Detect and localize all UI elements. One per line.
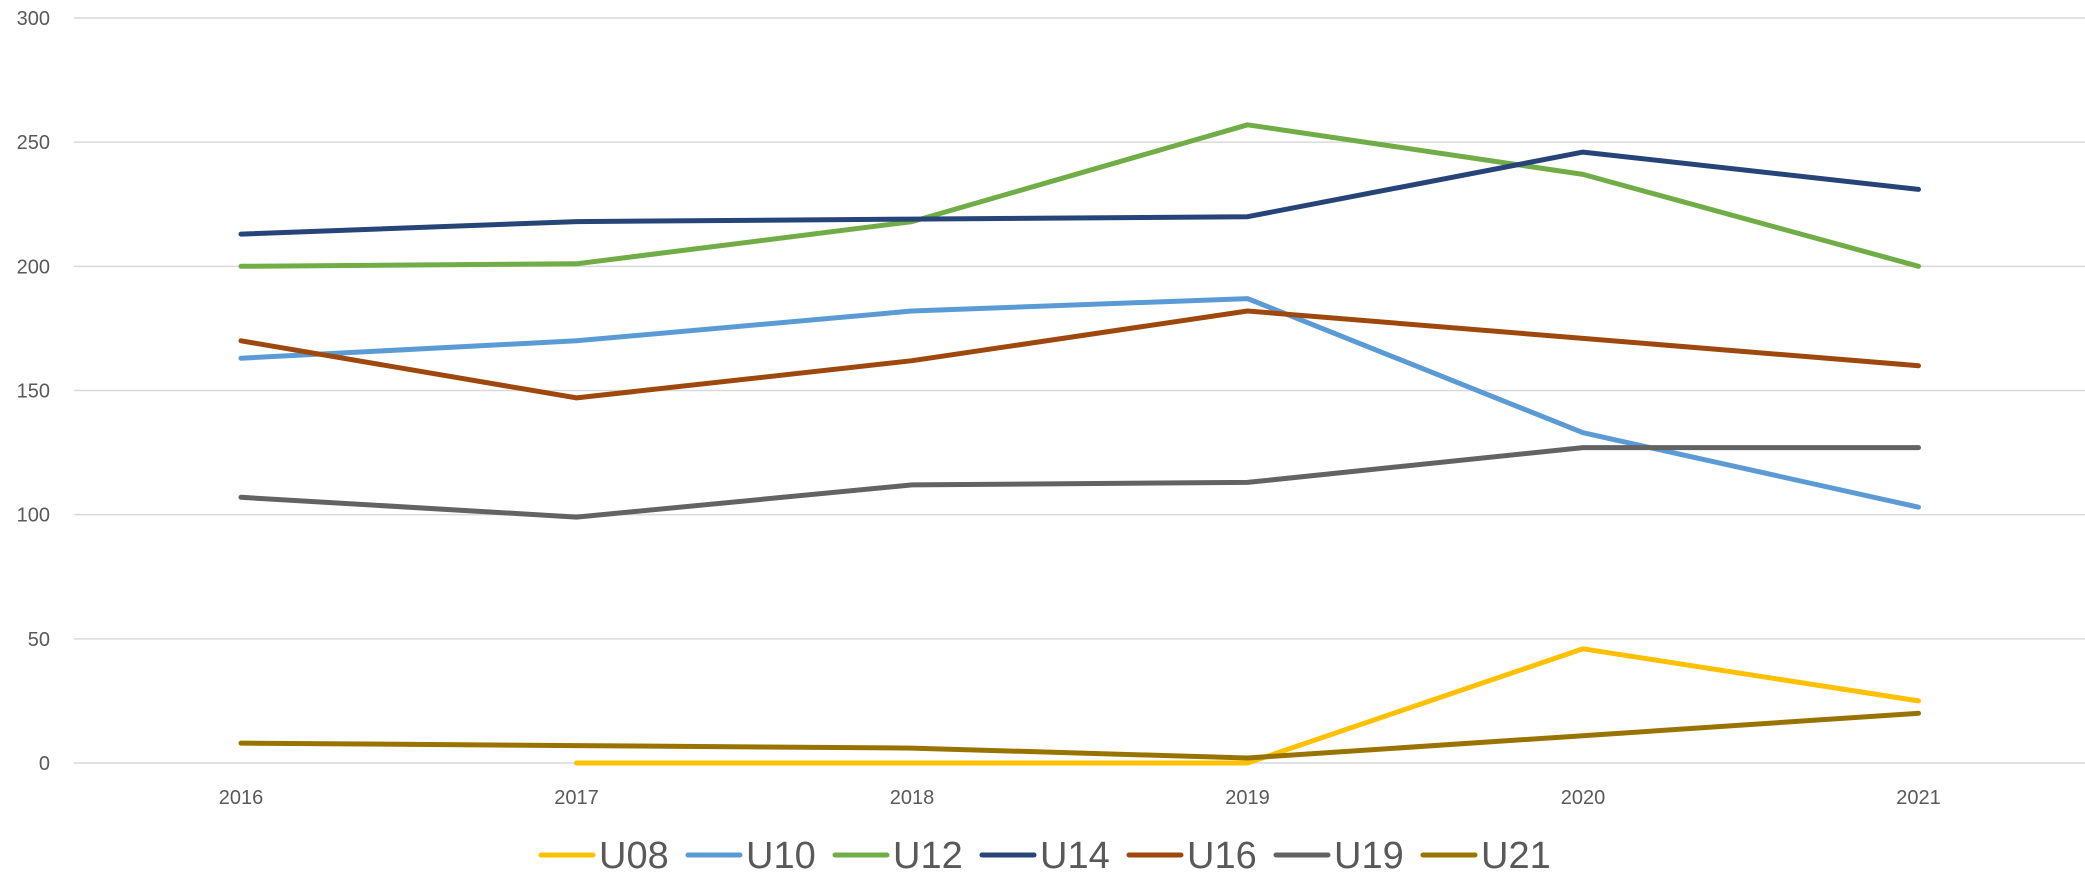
- gridlines: [74, 17, 2085, 764]
- y-tick-label: 0: [39, 753, 50, 775]
- x-tick-label: 2019: [1225, 787, 1270, 809]
- series-line-u08: [574, 646, 1921, 766]
- legend-item-u14: U14: [979, 835, 1110, 874]
- series-lines: [238, 122, 1921, 766]
- y-tick-label: 250: [17, 132, 50, 154]
- legend-label: U12: [893, 835, 963, 874]
- legend-label: U10: [746, 835, 816, 874]
- legend-item-u10: U10: [685, 835, 816, 874]
- series-line-u14: [238, 149, 1921, 237]
- series-line-u10: [238, 296, 1921, 510]
- legend: U08 U10 U12 U14 U16 U19 U21: [538, 835, 1551, 874]
- y-tick-label: 150: [17, 381, 50, 403]
- x-axis-tick-labels: 2016 2017 2018 2019 2020 2021: [219, 787, 1941, 809]
- y-tick-label: 100: [17, 505, 50, 527]
- x-tick-label: 2017: [554, 787, 599, 809]
- legend-label: U14: [1040, 835, 1110, 874]
- x-tick-label: 2016: [219, 787, 264, 809]
- legend-label: U16: [1187, 835, 1257, 874]
- y-tick-label: 300: [17, 8, 50, 30]
- series-line-u19: [238, 445, 1921, 520]
- legend-item-u19: U19: [1273, 835, 1404, 874]
- y-tick-label: 200: [17, 256, 50, 278]
- legend-label: U19: [1334, 835, 1404, 874]
- legend-item-u12: U12: [832, 835, 963, 874]
- series-line-u16: [238, 308, 1921, 401]
- legend-item-u16: U16: [1126, 835, 1257, 874]
- y-tick-label: 50: [28, 629, 50, 651]
- x-tick-label: 2020: [1561, 787, 1606, 809]
- series-line-u21: [238, 710, 1921, 761]
- x-tick-label: 2021: [1896, 787, 1941, 809]
- series-line-u12: [238, 122, 1921, 269]
- legend-item-u21: U21: [1420, 835, 1551, 874]
- legend-item-u08: U08: [538, 835, 669, 874]
- legend-label: U21: [1481, 835, 1551, 874]
- legend-label: U08: [599, 835, 669, 874]
- y-axis-tick-labels: 0 50 100 150 200 250 300: [17, 8, 50, 775]
- x-tick-label: 2018: [890, 787, 935, 809]
